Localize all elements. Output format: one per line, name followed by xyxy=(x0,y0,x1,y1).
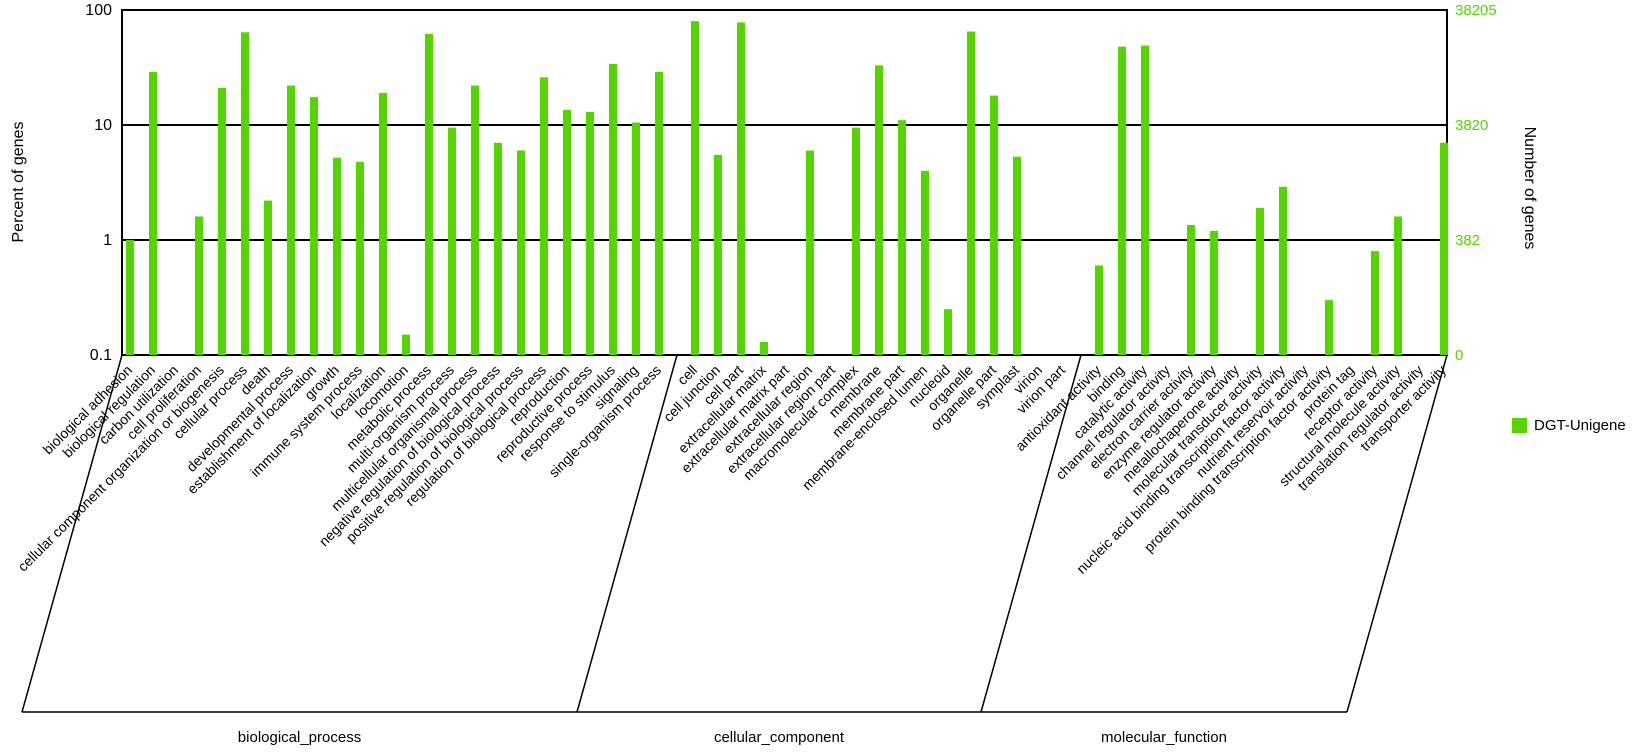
bar xyxy=(402,334,410,355)
bar xyxy=(448,127,456,355)
group-divider xyxy=(1346,354,1448,713)
legend-swatch xyxy=(1512,418,1527,433)
bar xyxy=(806,150,814,355)
left-tick-label: 10 xyxy=(94,117,112,134)
left-tick-label: 0.1 xyxy=(90,347,112,364)
bar xyxy=(1013,156,1021,355)
bar xyxy=(1371,251,1379,355)
bar xyxy=(241,32,249,356)
bar xyxy=(1394,216,1402,355)
bar xyxy=(714,154,722,355)
legend-label: DGT-Unigene xyxy=(1534,417,1626,434)
bar xyxy=(1187,225,1195,355)
bar xyxy=(1279,186,1287,355)
right-tick-label: 0 xyxy=(1455,347,1463,364)
bar xyxy=(691,21,699,355)
bar xyxy=(333,157,341,355)
bar xyxy=(586,111,594,356)
group-label: molecular_function xyxy=(1101,729,1227,746)
bar xyxy=(356,161,364,355)
left-tick-label: 1 xyxy=(103,232,112,249)
bar xyxy=(898,120,906,355)
bar xyxy=(149,71,157,356)
bar xyxy=(875,65,883,356)
bar xyxy=(264,200,272,355)
bar xyxy=(126,240,134,355)
bar xyxy=(1256,207,1264,355)
bar xyxy=(632,122,640,355)
bar xyxy=(517,150,525,355)
bar xyxy=(471,85,479,355)
bar xyxy=(563,110,571,355)
group-label: biological_process xyxy=(238,729,361,746)
right-tick-label: 3820 xyxy=(1455,117,1488,134)
legend: DGT-Unigene xyxy=(1512,417,1626,434)
bar xyxy=(1210,230,1218,355)
bar xyxy=(218,87,226,356)
bar xyxy=(944,309,952,355)
group-divider xyxy=(576,354,678,713)
bar xyxy=(1440,142,1448,355)
bar xyxy=(310,97,318,355)
bar xyxy=(655,71,663,356)
bar xyxy=(1095,265,1103,355)
bar xyxy=(852,127,860,355)
bar xyxy=(540,77,548,356)
bar xyxy=(1325,300,1333,355)
group-divider xyxy=(980,354,1082,713)
bar xyxy=(195,216,203,355)
bar xyxy=(425,33,433,356)
bar xyxy=(737,22,745,356)
group-label: cellular_component xyxy=(714,729,845,746)
group-divider xyxy=(21,354,123,713)
right-tick-label: 38205 xyxy=(1455,2,1497,19)
right-tick-label: 382 xyxy=(1455,232,1480,249)
bar xyxy=(609,63,617,356)
bar xyxy=(967,31,975,355)
bar xyxy=(287,85,295,355)
bar xyxy=(379,92,387,356)
left-tick-label: 100 xyxy=(85,2,112,19)
bar xyxy=(1141,45,1149,355)
plot-border xyxy=(121,9,1448,356)
bar xyxy=(1118,46,1126,355)
bar xyxy=(921,170,929,355)
bar xyxy=(494,142,502,355)
bar xyxy=(760,341,768,355)
bar xyxy=(990,95,998,355)
